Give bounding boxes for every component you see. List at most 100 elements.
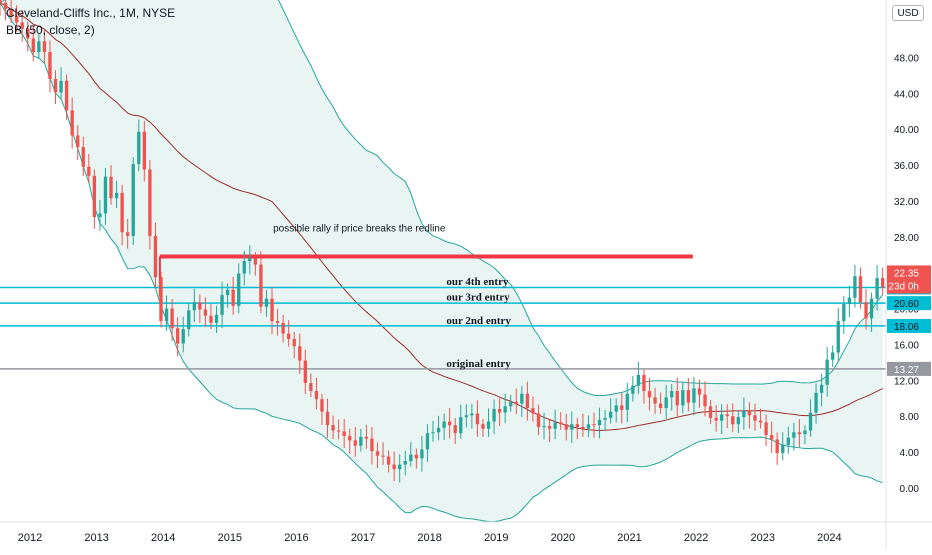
candle-body: [792, 432, 796, 438]
candle-body: [786, 437, 790, 445]
candle-body: [503, 406, 507, 413]
candle-body: [114, 192, 119, 199]
basis-line: [0, 2, 883, 431]
candle-body: [814, 392, 818, 413]
candle-body: [392, 464, 396, 470]
x-tick-label: 2013: [84, 532, 108, 544]
time-axis[interactable]: 2012 2013 2014 2015 2016 2017 2018 2019 2020 2021…: [0, 521, 932, 544]
y-tick-label: 44.00: [894, 89, 919, 100]
candle-body: [275, 321, 280, 323]
indicator-label[interactable]: BB (50, close, 2): [6, 23, 95, 37]
candle-body: [803, 430, 807, 435]
candle-body: [309, 382, 313, 392]
symbol-title[interactable]: Cleveland-Cliffs Inc., 1M, NYSE: [6, 6, 176, 20]
candle-body: [470, 413, 474, 416]
candle-body: [731, 416, 735, 425]
candle-body: [14, 16, 19, 23]
candle-body: [603, 417, 607, 420]
candle-body: [708, 406, 713, 418]
candle-body: [481, 424, 485, 429]
candle-body: [303, 360, 307, 383]
candle-body: [409, 454, 413, 462]
candle-body: [825, 359, 829, 385]
candle-body: [220, 295, 224, 315]
price-axis[interactable]: 0.004.008.0012.0016.0020.0024.0028.0032.…: [885, 0, 920, 550]
candle-body: [575, 424, 580, 427]
candle-body: [142, 131, 147, 170]
candle-body: [31, 38, 35, 53]
candle-body: [270, 298, 274, 322]
candle-body: [881, 278, 885, 288]
candle-body: [20, 22, 24, 29]
candle-body: [331, 425, 335, 431]
candle-body: [525, 393, 530, 409]
candle-body: [509, 401, 513, 407]
annotation-text: our 3rd entry: [446, 291, 510, 303]
upper-band: [0, 0, 884, 397]
y-tick-label: 16.00: [894, 340, 919, 351]
candle-body: [747, 410, 752, 416]
candle-body: [781, 444, 785, 453]
candle-body: [436, 427, 441, 433]
candle-body: [431, 432, 435, 434]
candle-body: [769, 435, 774, 440]
candle-body: [70, 110, 74, 136]
candle-body: [159, 277, 163, 322]
candle-body: [214, 314, 219, 323]
candle-body: [581, 426, 585, 429]
candle-body: [342, 431, 346, 436]
candle-body: [198, 302, 202, 310]
candle-body: [37, 41, 41, 53]
last-price-label-bg: [887, 265, 931, 294]
candle-body: [647, 391, 652, 398]
candle-body: [103, 176, 108, 214]
y-tick-label: 36.00: [894, 161, 919, 172]
candle-body: [753, 415, 757, 421]
y-tick-label: 28.00: [894, 233, 919, 244]
x-tick-label: 2015: [218, 532, 242, 544]
currency-button[interactable]: USD: [892, 5, 924, 21]
annotations: possible rally if price breaks the redli…: [273, 223, 511, 369]
x-tick-label: 2017: [351, 532, 375, 544]
annotation-text: our 2nd entry: [446, 315, 511, 327]
y-tick-label: 40.00: [894, 125, 919, 136]
candle-body: [703, 394, 707, 407]
price-label-text: 13.27: [894, 365, 919, 376]
lower-band: [0, 2, 883, 523]
candle-body: [475, 413, 480, 425]
candle-body: [153, 235, 158, 278]
x-tick-label: 2016: [284, 532, 308, 544]
candle-body: [64, 80, 69, 111]
candle-body: [442, 421, 446, 428]
candle-body: [559, 422, 563, 425]
candle-body: [758, 420, 763, 423]
candle-body: [658, 403, 663, 409]
band-fill: [0, 0, 883, 522]
price-label-bg: [887, 361, 931, 376]
candle-body: [148, 169, 152, 236]
candle-body: [398, 464, 402, 470]
candle-body: [209, 315, 213, 323]
candle-body: [87, 166, 91, 176]
candle-body: [370, 438, 374, 452]
candle-body: [520, 393, 524, 404]
candle-body: [0, 0, 2, 3]
candle-body: [420, 449, 424, 459]
candle-body: [403, 461, 407, 465]
candle-body: [3, 2, 8, 9]
candle-body: [181, 329, 185, 344]
candle-body: [875, 278, 879, 299]
candle-body: [187, 310, 191, 330]
candle-body: [631, 385, 635, 394]
candle-body: [531, 408, 535, 414]
candle-body: [597, 419, 602, 426]
candle-body: [675, 391, 679, 406]
y-tick-label: 8.00: [900, 412, 920, 423]
y-tick-label: 32.00: [894, 197, 919, 208]
candle-body: [625, 393, 629, 410]
bollinger-bands: [0, 0, 884, 523]
countdown-text: 23d 0h: [888, 281, 919, 292]
